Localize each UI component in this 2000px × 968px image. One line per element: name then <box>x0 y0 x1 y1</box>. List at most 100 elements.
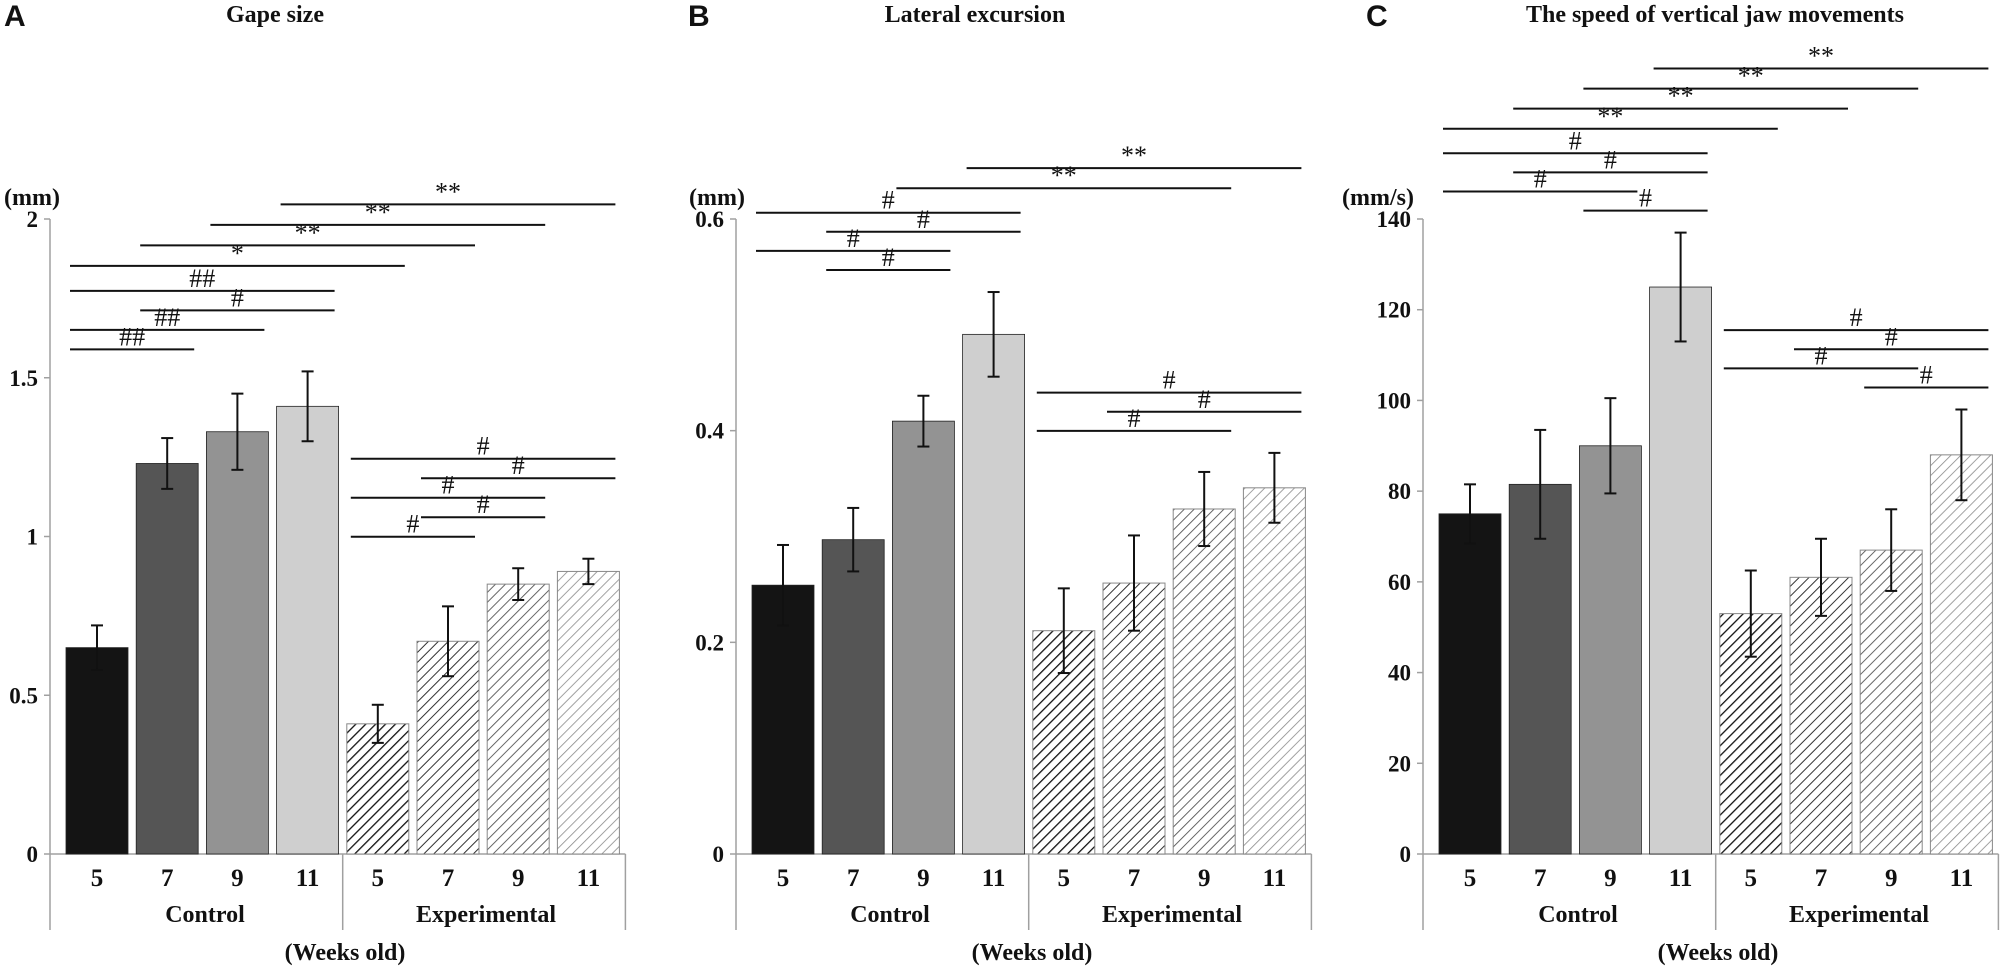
significance-label: # <box>512 451 525 480</box>
x-tick-label: 11 <box>1263 865 1287 892</box>
significance-label: ** <box>1738 62 1764 91</box>
x-tick-label: 11 <box>1950 865 1974 892</box>
significance-label: ** <box>295 218 321 247</box>
significance-label: ** <box>1597 102 1623 131</box>
significance-label: ** <box>1051 161 1077 190</box>
significance-label: # <box>442 471 455 500</box>
panel-a-group-control: Control <box>165 902 245 928</box>
y-tick-label: 0 <box>713 842 725 867</box>
panel-c-x-label: (Weeks old) <box>1658 940 1779 966</box>
panel-a: A Gape size (mm) (Weeks old) Control Exp… <box>4 0 627 966</box>
significance-label: # <box>477 490 490 519</box>
significance-label: ** <box>1668 82 1694 111</box>
y-tick-label: 140 <box>1377 207 1412 232</box>
x-tick-label: 9 <box>1604 865 1617 892</box>
panel-a-letter: A <box>4 0 26 33</box>
y-tick-label: 0.6 <box>695 207 724 232</box>
significance-label: # <box>1639 184 1652 213</box>
x-tick-label: 5 <box>91 865 104 892</box>
significance-label: # <box>1815 341 1828 370</box>
significance-label: # <box>917 205 930 234</box>
y-tick-label: 80 <box>1388 479 1411 504</box>
x-tick-label: 11 <box>1669 865 1693 892</box>
significance-label: # <box>1163 366 1176 395</box>
significance-label: # <box>847 224 860 253</box>
significance-label: ** <box>1808 42 1834 71</box>
significance-label: # <box>1569 126 1582 155</box>
bar-control-11 <box>1649 286 1712 855</box>
x-tick-label: 5 <box>777 865 790 892</box>
significance-label: # <box>477 432 490 461</box>
panel-b-group-control: Control <box>850 902 930 928</box>
bar-control-7 <box>1508 483 1572 855</box>
significance-label: ## <box>189 264 215 293</box>
y-tick-label: 1.5 <box>9 366 38 391</box>
panel-c-title: The speed of vertical jaw movements <box>1526 2 1904 28</box>
x-tick-label: 5 <box>1745 865 1758 892</box>
bar-control-9 <box>205 431 269 855</box>
y-tick-label: 120 <box>1377 298 1412 323</box>
bar-control-9 <box>1579 445 1642 855</box>
panel-a-group-experimental: Experimental <box>416 902 556 928</box>
x-tick-label: 7 <box>847 865 860 892</box>
significance-label: # <box>406 510 419 539</box>
panel-b-letter: B <box>688 0 710 33</box>
x-tick-label: 7 <box>442 865 455 892</box>
panel-a-x-label: (Weeks old) <box>285 940 406 966</box>
x-tick-label: 7 <box>1815 865 1828 892</box>
x-tick-label: 5 <box>1058 865 1071 892</box>
significance-label: # <box>231 283 244 312</box>
x-tick-label: 9 <box>1198 865 1211 892</box>
bar-experimental-9 <box>1859 549 1923 855</box>
y-tick-label: 20 <box>1388 751 1411 776</box>
y-tick-label: 1 <box>27 525 39 550</box>
panel-c-group-experimental: Experimental <box>1789 902 1929 928</box>
significance-label: ## <box>154 303 180 332</box>
significance-label: # <box>1128 404 1141 433</box>
significance-label: # <box>1534 164 1547 193</box>
significance-label: ** <box>1121 141 1147 170</box>
significance-label: ## <box>119 322 145 351</box>
y-tick-label: 2 <box>27 207 39 232</box>
x-tick-label: 11 <box>982 865 1006 892</box>
significance-label: # <box>1198 385 1211 414</box>
x-tick-label: 5 <box>1464 865 1477 892</box>
x-tick-label: 9 <box>1885 865 1898 892</box>
x-tick-label: 9 <box>512 865 525 892</box>
bar-experimental-11 <box>1242 487 1306 855</box>
panel-b-title: Lateral excursion <box>885 2 1066 28</box>
bar-experimental-7 <box>1789 576 1853 855</box>
y-tick-label: 100 <box>1377 388 1412 413</box>
x-tick-label: 7 <box>161 865 174 892</box>
panel-a-title: Gape size <box>226 2 324 28</box>
panel-b-group-experimental: Experimental <box>1102 902 1242 928</box>
significance-label: # <box>1920 361 1933 390</box>
panel-c-group-control: Control <box>1538 902 1618 928</box>
significance-label: # <box>1850 303 1863 332</box>
bar-control-11 <box>962 333 1025 855</box>
bar-control-11 <box>276 405 340 855</box>
bar-control-7 <box>135 463 199 855</box>
x-tick-label: 5 <box>372 865 385 892</box>
x-tick-label: 7 <box>1128 865 1141 892</box>
x-tick-label: 11 <box>296 865 320 892</box>
bar-experimental-11 <box>556 570 620 855</box>
significance-label: # <box>882 243 895 272</box>
bar-experimental-9 <box>486 583 550 855</box>
panel-c: C The speed of vertical jaw movements (m… <box>1342 0 2000 966</box>
significance-label: # <box>882 186 895 215</box>
y-tick-label: 40 <box>1388 661 1411 686</box>
bar-control-7 <box>821 539 885 855</box>
x-tick-label: 11 <box>577 865 601 892</box>
panel-b: B Lateral excursion (mm) (Weeks old) Con… <box>688 0 1313 966</box>
panel-b-y-unit: (mm) <box>689 185 745 211</box>
bar-control-9 <box>892 420 955 855</box>
significance-label: ** <box>365 198 391 227</box>
y-tick-label: 0 <box>1400 842 1412 867</box>
x-tick-label: 7 <box>1534 865 1547 892</box>
bar-control-5 <box>751 584 815 855</box>
y-tick-label: 0.2 <box>695 630 724 655</box>
bar-control-5 <box>1438 513 1502 855</box>
significance-label: ** <box>435 177 461 206</box>
